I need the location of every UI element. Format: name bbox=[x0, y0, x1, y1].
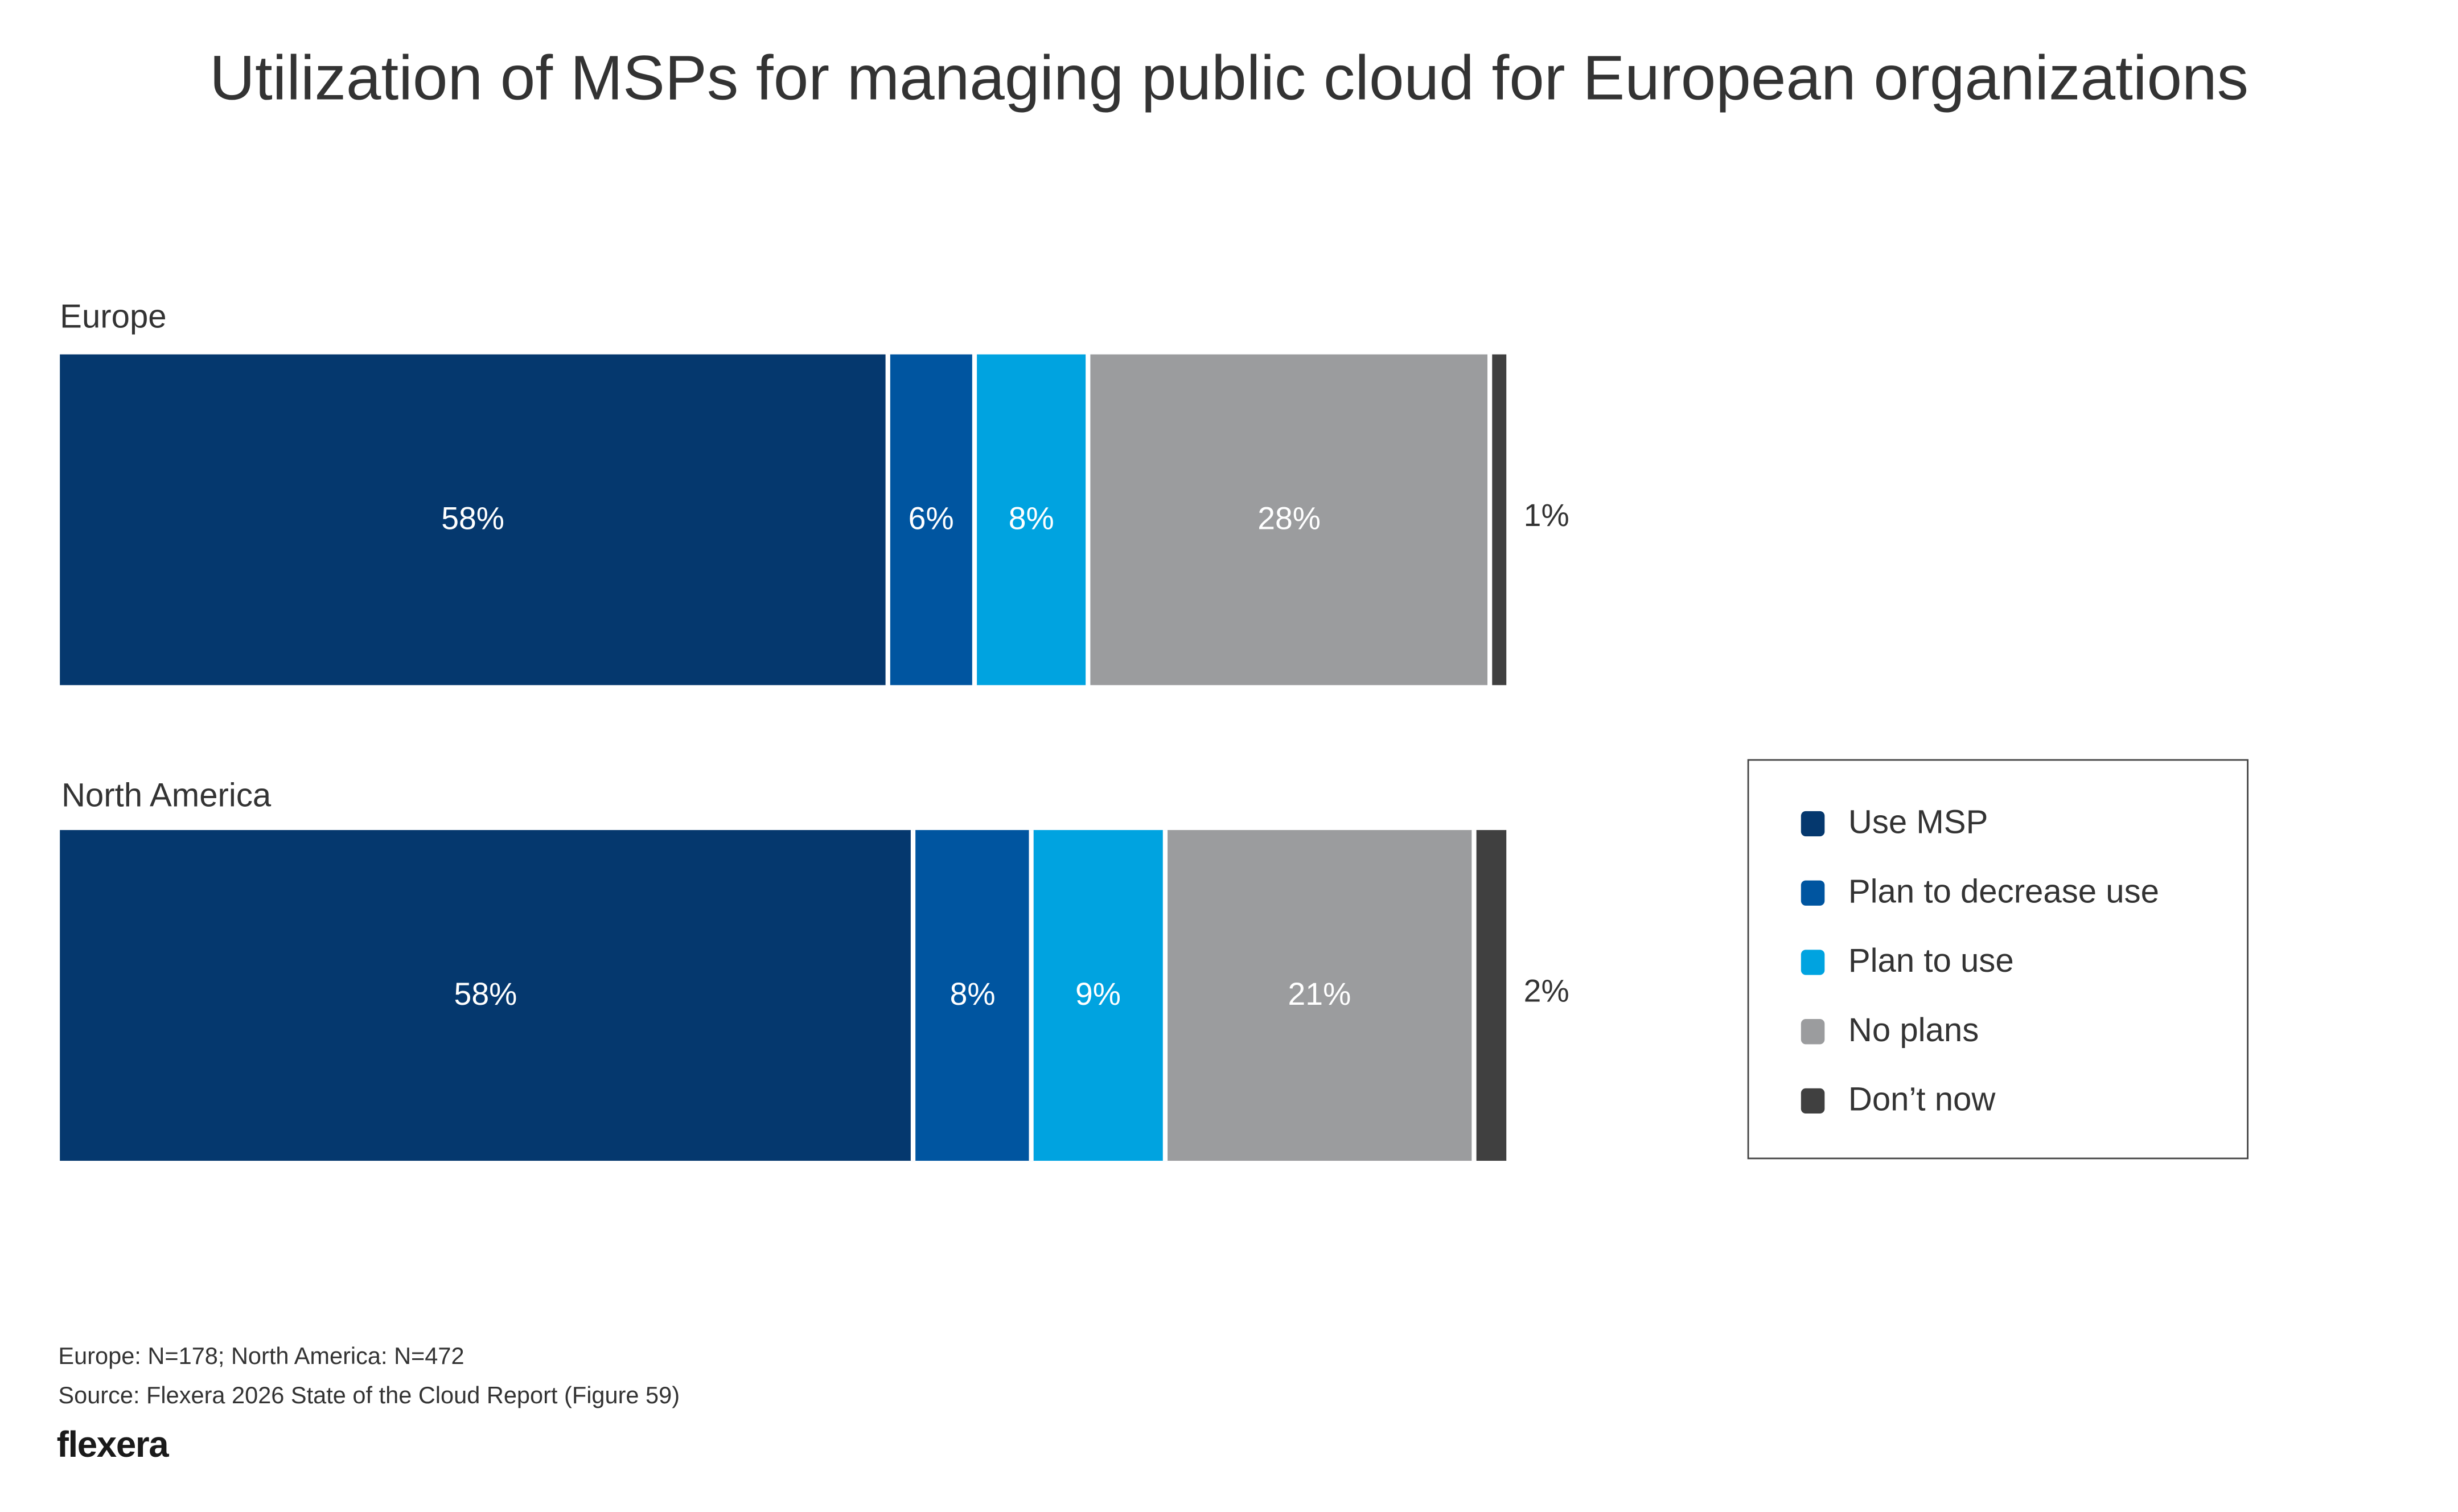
legend-item-don-t-now: Don’t now bbox=[1801, 1082, 1996, 1120]
legend-swatch-icon bbox=[1801, 811, 1825, 837]
data-label: 8% bbox=[1008, 502, 1054, 537]
legend-label: Use MSP bbox=[1848, 804, 1988, 841]
bar-segment-europe-no-plans: 28% bbox=[1091, 354, 1492, 685]
legend-item-plan-to-use: Plan to use bbox=[1801, 943, 2014, 981]
category-label-north-america: North America bbox=[61, 778, 272, 815]
bar-segment-north-america-don-t-now bbox=[1477, 830, 1507, 1161]
data-label: 58% bbox=[441, 502, 505, 537]
sample-size-note: Europe: N=178; North America: N=472 bbox=[58, 1343, 465, 1371]
data-label: 8% bbox=[950, 977, 996, 1012]
source-note: Source: Flexera 2026 State of the Cloud … bbox=[58, 1383, 680, 1410]
bar-segment-europe-plan-to-decrease-use: 6% bbox=[890, 354, 977, 685]
legend-label: Don’t now bbox=[1848, 1082, 1996, 1119]
bar-segment-europe-plan-to-use: 8% bbox=[976, 354, 1091, 685]
bar-europe: 58% 6% 8% 28% bbox=[60, 354, 1507, 685]
data-label: 21% bbox=[1288, 977, 1351, 1012]
bar-north-america: 58% 8% 9% 21% bbox=[60, 830, 1507, 1161]
bar-segment-europe-use-msp: 58% bbox=[60, 354, 891, 685]
data-label: 6% bbox=[908, 502, 954, 537]
bar-segment-north-america-plan-to-decrease-use: 8% bbox=[916, 830, 1034, 1161]
legend-swatch-icon bbox=[1801, 1019, 1825, 1045]
legend-item-no-plans: No plans bbox=[1801, 1013, 1979, 1050]
legend: Use MSP Plan to decrease use Plan to use No… bbox=[1747, 759, 2249, 1160]
legend-swatch-icon bbox=[1801, 950, 1825, 975]
bar-segment-north-america-plan-to-use: 9% bbox=[1034, 830, 1167, 1161]
category-label-europe: Europe bbox=[60, 299, 167, 336]
flexera-logo: flexera bbox=[56, 1424, 169, 1465]
chart-title: Utilization of MSPs for managing public … bbox=[209, 44, 2249, 114]
data-label: 28% bbox=[1257, 502, 1321, 537]
bar-segment-north-america-no-plans: 21% bbox=[1166, 830, 1477, 1161]
data-label: 9% bbox=[1075, 977, 1121, 1012]
data-label-outside: 1% bbox=[1523, 499, 1569, 534]
bar-segment-europe-don-t-now bbox=[1492, 354, 1507, 685]
legend-item-use-msp: Use MSP bbox=[1801, 805, 1988, 843]
legend-swatch-icon bbox=[1801, 880, 1825, 906]
legend-label: Plan to use bbox=[1848, 943, 2014, 980]
legend-item-plan-to-decrease-use: Plan to decrease use bbox=[1801, 874, 2159, 912]
bar-segment-north-america-use-msp: 58% bbox=[60, 830, 916, 1161]
data-label: 58% bbox=[454, 977, 517, 1012]
legend-label: No plans bbox=[1848, 1012, 1979, 1049]
data-label-outside: 2% bbox=[1523, 975, 1569, 1010]
legend-label: Plan to decrease use bbox=[1848, 874, 2159, 911]
legend-swatch-icon bbox=[1801, 1088, 1825, 1114]
